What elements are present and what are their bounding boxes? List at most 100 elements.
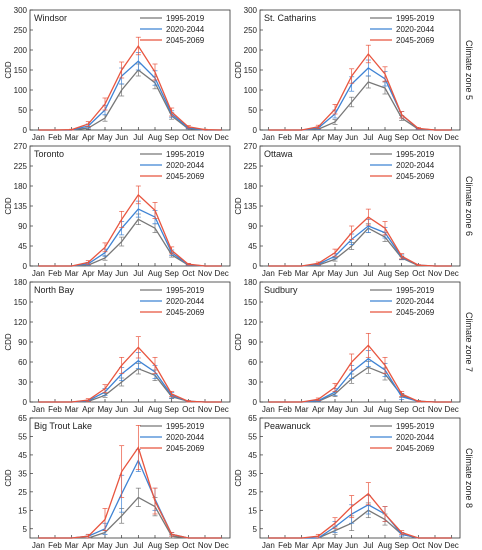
y-axis-label: CDD — [234, 197, 243, 215]
legend-label: 1995-2019 — [396, 14, 435, 23]
series-1995-2019 — [38, 362, 222, 403]
x-tick-label: Nov — [428, 269, 442, 278]
series-2045-2069 — [268, 332, 452, 403]
x-tick-label: Feb — [278, 133, 292, 142]
legend-label: 2020-2044 — [166, 297, 205, 306]
panel-peawanuck: 5 15 25 35 45 55 65 Jan Feb Mar Apr May Jun Jul Aug Sep… — [234, 414, 461, 550]
y-tick-label: 225 — [14, 162, 28, 171]
x-tick-label: Dec — [445, 133, 459, 142]
x-tick-label: Sep — [395, 405, 410, 414]
y-tick-label: 0 — [23, 398, 28, 407]
x-tick-label: Apr — [82, 133, 95, 142]
y-tick-label: 65 — [18, 414, 27, 423]
legend-label: 2045-2069 — [166, 308, 205, 317]
series-2045-2069 — [268, 482, 452, 539]
x-tick-label: Oct — [412, 541, 425, 550]
y-tick-label: 90 — [248, 222, 257, 231]
legend-label: 2045-2069 — [396, 308, 435, 317]
x-tick-label: Apr — [312, 541, 325, 550]
x-tick-label: Nov — [428, 541, 442, 550]
y-tick-label: 35 — [248, 469, 257, 478]
panel-toronto: 0 45 90 135 180 225 270 Jan Feb Mar Apr May Jun Jul Au… — [4, 142, 231, 278]
y-axis-label: CDD — [234, 333, 243, 351]
x-tick-label: Jan — [32, 541, 45, 550]
x-tick-label: Sep — [165, 269, 180, 278]
y-axis-label: CDD — [234, 469, 243, 487]
x-tick-label: Oct — [412, 269, 425, 278]
climate-zone-label: Climate zone 6 — [464, 176, 474, 236]
y-tick-label: 0 — [253, 262, 258, 271]
y-tick-label: 180 — [14, 278, 28, 287]
x-tick-label: Dec — [445, 405, 459, 414]
x-tick-label: Jul — [363, 405, 373, 414]
x-tick-label: Jan — [32, 133, 45, 142]
x-tick-label: Jun — [345, 133, 358, 142]
x-tick-label: Oct — [182, 405, 195, 414]
x-tick-label: Apr — [82, 541, 95, 550]
legend-label: 2045-2069 — [166, 172, 205, 181]
legend-label: 1995-2019 — [166, 14, 205, 23]
x-tick-label: Aug — [148, 405, 162, 414]
panel-title: Windsor — [34, 13, 67, 23]
x-tick-label: Nov — [198, 405, 212, 414]
y-tick-label: 35 — [18, 469, 27, 478]
y-tick-label: 45 — [18, 451, 27, 460]
x-tick-label: Sep — [165, 133, 180, 142]
legend-label: 2045-2069 — [166, 36, 205, 45]
x-tick-label: Oct — [182, 133, 195, 142]
panel-north-bay: 0 30 60 90 120 150 180 Jan Feb Mar Apr May Jun Jul Aug… — [4, 278, 231, 414]
y-tick-label: 100 — [244, 86, 258, 95]
x-tick-label: Sep — [165, 541, 180, 550]
legend-label: 2020-2044 — [396, 433, 435, 442]
x-tick-label: Apr — [312, 405, 325, 414]
x-tick-label: Jun — [345, 269, 358, 278]
y-tick-label: 135 — [14, 202, 28, 211]
x-tick-label: Nov — [428, 133, 442, 142]
plot-frame — [29, 417, 231, 539]
x-tick-label: May — [97, 541, 112, 550]
x-tick-label: Feb — [48, 269, 62, 278]
x-tick-label: Mar — [65, 405, 79, 414]
panel-title: St. Catharins — [264, 13, 317, 23]
legend-label: 2045-2069 — [396, 172, 435, 181]
panel-big-trout-lake: 5 15 25 35 45 55 65 Jan Feb Mar Apr May Jun Jul Aug Sep… — [4, 414, 231, 550]
y-tick-label: 270 — [14, 142, 28, 151]
y-axis-label: CDD — [4, 333, 13, 351]
x-tick-label: Dec — [215, 269, 229, 278]
x-tick-label: Jun — [115, 405, 128, 414]
x-tick-label: Jul — [363, 269, 373, 278]
y-tick-label: 250 — [14, 26, 28, 35]
y-tick-label: 180 — [244, 278, 258, 287]
x-tick-label: Jan — [262, 541, 275, 550]
y-tick-label: 300 — [244, 6, 258, 15]
series-2020-2044 — [38, 52, 222, 131]
series-line — [268, 509, 452, 539]
panel-ottawa: 0 45 90 135 180 225 270 Jan Feb Mar Apr May Jun Jul Au… — [234, 142, 461, 278]
x-tick-label: Apr — [82, 269, 95, 278]
x-tick-label: Jun — [115, 133, 128, 142]
series-2045-2069 — [38, 425, 222, 539]
y-tick-label: 45 — [18, 242, 27, 251]
series-line — [38, 496, 222, 539]
x-tick-label: May — [327, 133, 342, 142]
x-tick-label: Feb — [278, 405, 292, 414]
legend-label: 2045-2069 — [396, 444, 435, 453]
legend-label: 2045-2069 — [396, 36, 435, 45]
series-line — [38, 208, 222, 267]
series-1995-2019 — [268, 75, 452, 131]
y-axis-label: CDD — [4, 469, 13, 487]
series-1995-2019 — [268, 502, 452, 539]
plot-frame — [259, 417, 461, 539]
legend-label: 1995-2019 — [166, 150, 205, 159]
y-tick-label: 0 — [23, 126, 28, 135]
panel-windsor: 0 50 100 150 200 250 300 Jan Feb Mar Apr May Jun Jul A… — [4, 6, 231, 142]
legend-label: 2020-2044 — [396, 161, 435, 170]
series-2045-2069 — [38, 336, 222, 403]
series-1995-2019 — [268, 360, 452, 403]
y-tick-label: 15 — [248, 506, 257, 515]
y-tick-label: 225 — [244, 162, 258, 171]
x-tick-label: Mar — [295, 541, 309, 550]
y-tick-label: 5 — [23, 525, 28, 534]
series-line — [268, 366, 452, 403]
